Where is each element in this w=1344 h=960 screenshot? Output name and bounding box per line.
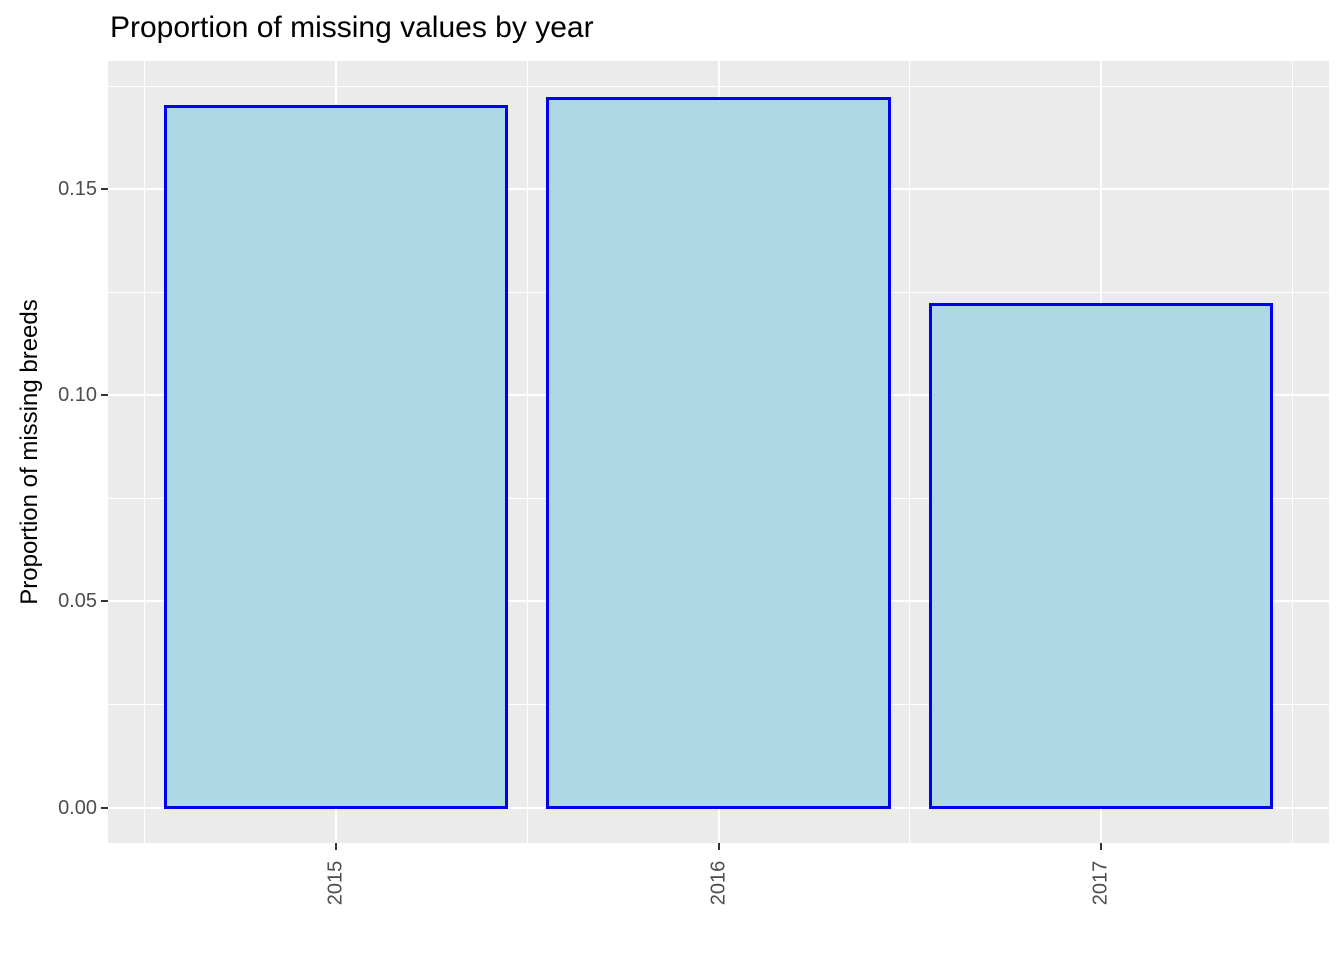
x-tick-mark (334, 843, 337, 850)
y-tick-label: 0.00 (58, 796, 97, 819)
y-tick-mark (101, 188, 108, 191)
bar-2017 (929, 303, 1274, 810)
bar-2016 (546, 97, 891, 810)
y-tick-label: 0.10 (58, 384, 97, 407)
y-tick-mark (101, 806, 108, 809)
x-tick-label: 2015 (324, 860, 347, 906)
minor-gridline-x (1292, 61, 1294, 843)
chart-title: Proportion of missing values by year (110, 11, 594, 44)
x-tick-label: 2017 (1089, 860, 1112, 906)
y-tick-mark (101, 600, 108, 603)
y-tick-label: 0.05 (58, 590, 97, 613)
x-tick-label: 2016 (707, 860, 729, 906)
minor-gridline-x (526, 61, 528, 843)
minor-gridline-x (143, 61, 145, 843)
plot-panel (108, 61, 1329, 843)
minor-gridline-x (909, 61, 911, 843)
bar-2015 (163, 105, 508, 810)
x-tick-mark (1100, 843, 1103, 850)
y-tick-label: 0.15 (58, 178, 97, 201)
y-tick-mark (101, 394, 108, 397)
x-tick-mark (717, 843, 720, 850)
y-axis-title: Proportion of missing breeds (16, 299, 43, 605)
